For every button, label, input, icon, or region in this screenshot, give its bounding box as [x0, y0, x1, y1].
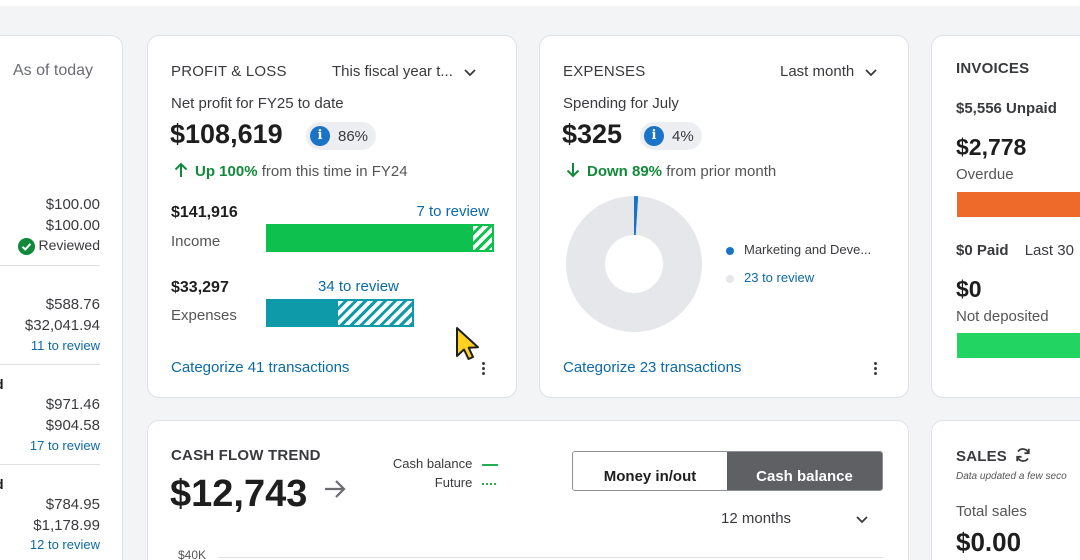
legend-dot: [726, 246, 734, 255]
balance-value: $100.00: [45, 217, 100, 234]
more-options-icon[interactable]: [482, 362, 486, 377]
period-dropdown[interactable]: 12 months: [721, 510, 869, 527]
reviewed-status: Reviewed: [17, 237, 100, 255]
chevron-down-icon: [856, 516, 868, 524]
bar-to-review-segment[interactable]: [336, 299, 414, 327]
overdue-amount: $2,778: [956, 134, 1027, 160]
deposited-bar[interactable]: [957, 333, 1080, 358]
dotted-line-icon: [482, 482, 498, 485]
card-title: SALES: [956, 447, 1031, 465]
sales-card: SALES Data updated a few seco Total sale…: [931, 420, 1080, 560]
expenses-label: Expenses: [171, 307, 237, 324]
expenses-donut-chart[interactable]: [564, 194, 704, 334]
overdue-label: Overdue: [956, 166, 1014, 183]
arrow-down-icon: [566, 163, 580, 178]
data-updated-note: Data updated a few seco: [956, 471, 1067, 482]
period-dropdown[interactable]: This fiscal year t...: [332, 63, 477, 80]
y-axis-label: $40K: [178, 548, 207, 560]
info-icon: i: [310, 126, 330, 146]
period-dropdown[interactable]: Last month: [780, 63, 878, 80]
toggle-cash-balance[interactable]: Cash balance: [727, 452, 882, 490]
total-sales-label: Total sales: [956, 503, 1027, 520]
solid-line-icon: [482, 463, 498, 466]
net-profit-amount: $108,619: [170, 119, 283, 149]
balance-value: $588.76: [45, 296, 100, 313]
review-link[interactable]: 11 to review: [30, 338, 100, 353]
total-sales-amount: $0.00: [956, 527, 1022, 557]
more-options-icon[interactable]: [874, 362, 878, 377]
invoices-card: INVOICES $5,556 Unpaid $2,778 Overdue $0…: [931, 35, 1080, 398]
bank-accounts-card: As of today $100.00 $100.00 Reviewed $58…: [0, 35, 123, 560]
categorize-link[interactable]: Categorize 23 transactions: [563, 359, 742, 376]
percent-value: 4%: [672, 127, 694, 145]
overdue-bar[interactable]: [957, 192, 1080, 217]
legend-future: Future: [435, 475, 498, 490]
expenses-bar[interactable]: [266, 299, 414, 327]
expenses-review-link[interactable]: 34 to review: [318, 278, 399, 295]
donut-slice[interactable]: [566, 196, 702, 332]
card-title: EXPENSES: [563, 63, 646, 80]
cash-flow-amount: $12,743: [170, 473, 348, 516]
review-link[interactable]: 17 to review: [29, 438, 100, 453]
gridline: [218, 557, 883, 558]
legend-item: Marketing and Deve...: [726, 242, 871, 257]
account-label: d: [0, 376, 4, 392]
legend-dot: [726, 274, 734, 283]
chevron-down-icon: [865, 69, 878, 77]
divider: [0, 464, 100, 465]
legend-item[interactable]: 23 to review: [726, 270, 814, 285]
legend-cash-balance: Cash balance: [393, 456, 498, 471]
income-review-link[interactable]: 7 to review: [416, 203, 489, 220]
top-edge: [0, 0, 1080, 6]
deposited-amount: $0: [956, 276, 982, 302]
refresh-icon[interactable]: [1015, 447, 1031, 463]
unpaid-label: $5,556 Unpaid: [956, 100, 1057, 117]
card-subtitle: Spending for July: [563, 95, 679, 112]
income-bar[interactable]: [266, 224, 494, 252]
bar-to-review-segment[interactable]: [471, 224, 494, 252]
account-label: d: [0, 476, 4, 492]
check-icon: [17, 237, 35, 255]
info-icon: i: [644, 126, 664, 146]
change-line: Down 89% from prior month: [565, 162, 776, 180]
mouse-cursor-icon: [456, 327, 479, 360]
divider: [0, 265, 100, 266]
categorize-link[interactable]: Categorize 41 transactions: [171, 359, 350, 376]
card-title: INVOICES: [956, 60, 1030, 77]
not-deposited-label: Not deposited: [956, 308, 1049, 325]
percent-pill[interactable]: i 86%: [306, 122, 377, 150]
spending-amount: $325: [562, 119, 623, 149]
balance-value: $100.00: [45, 196, 100, 213]
card-title: CASH FLOW TREND: [171, 447, 321, 464]
arrow-right-icon[interactable]: [322, 476, 348, 502]
donut-slice[interactable]: [634, 196, 639, 236]
arrow-up-icon: [174, 162, 188, 177]
bar-reviewed-segment: [266, 299, 336, 327]
review-link[interactable]: 12 to review: [29, 537, 100, 552]
toggle-money-in-out[interactable]: Money in/out: [573, 452, 727, 490]
view-toggle[interactable]: Money in/out Cash balance: [572, 451, 883, 491]
income-amount: $141,916: [171, 204, 238, 221]
card-subtitle: Net profit for FY25 to date: [171, 95, 344, 112]
as-of-label: As of today: [13, 62, 94, 79]
balance-value: $971.46: [45, 396, 100, 413]
balance-value: $32,041.94: [24, 317, 100, 334]
balance-value: $784.95: [45, 496, 100, 513]
paid-label: $0 Paid Last 30: [956, 242, 1074, 259]
expenses-card: EXPENSES Last month Spending for July $3…: [539, 35, 909, 398]
balance-value: $904.58: [45, 417, 100, 434]
cash-flow-card: CASH FLOW TREND $12,743 Cash balance Fut…: [147, 420, 909, 560]
profit-loss-card: PROFIT & LOSS This fiscal year t... Net …: [147, 35, 517, 398]
change-line: Up 100% from this time in FY24: [173, 162, 408, 180]
percent-value: 86%: [338, 127, 369, 145]
percent-pill[interactable]: i 4%: [640, 122, 702, 150]
balance-value: $1,178.99: [33, 517, 100, 534]
chevron-down-icon: [464, 69, 476, 77]
divider: [0, 364, 100, 365]
card-title: PROFIT & LOSS: [171, 63, 287, 80]
income-label: Income: [171, 233, 221, 250]
bar-reviewed-segment: [266, 224, 471, 252]
expenses-amount: $33,297: [171, 279, 229, 296]
